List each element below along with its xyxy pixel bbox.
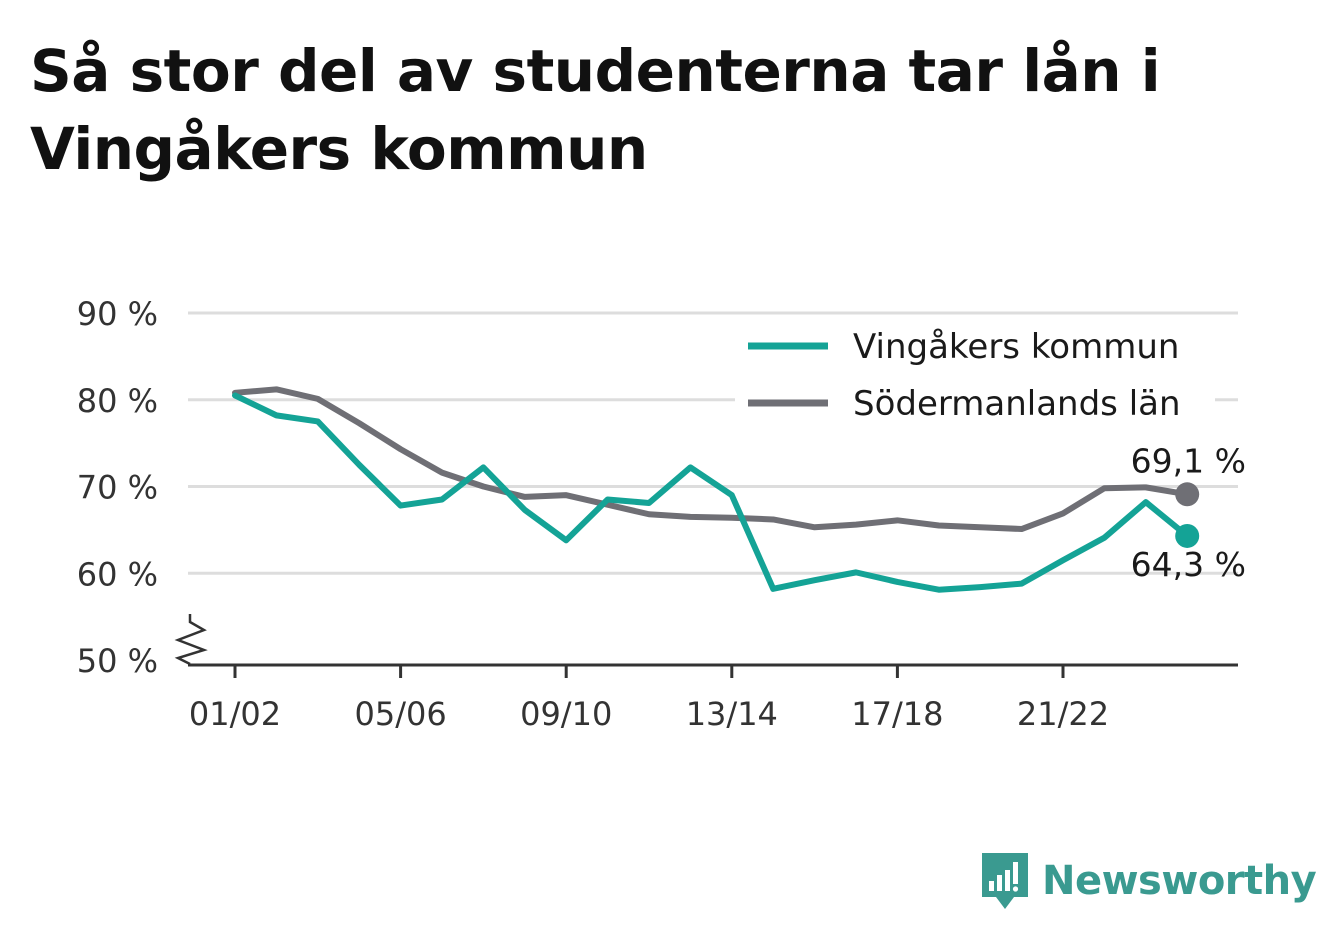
x-tick-label: 13/14: [686, 695, 778, 733]
x-tick-labels: 01/02 05/06 09/10 13/14 17/18 21/22: [189, 695, 1109, 733]
series-line-sodermanland: [232, 386, 1191, 533]
legend-label: Södermanlands län: [853, 384, 1181, 424]
x-tick-label: 09/10: [520, 695, 612, 733]
legend-label: Vingåkers kommun: [853, 327, 1179, 367]
brand-name: Newsworthy: [1042, 858, 1317, 904]
legend-background: [735, 318, 1215, 434]
x-tick-label: 17/18: [851, 695, 943, 733]
x-tick-label: 21/22: [1017, 695, 1109, 733]
chart-title: Så stor del av studenterna tar lån i Vin…: [30, 37, 1161, 183]
end-label-sodermanland: 69,1 %: [1131, 441, 1246, 480]
axes: [174, 614, 1238, 678]
end-label-vingaker: 64,3 %: [1131, 545, 1246, 584]
y-tick-label: 70 %: [77, 469, 158, 507]
series-line-vingaker: [232, 392, 1191, 593]
newsworthy-logo-icon: [982, 853, 1028, 909]
y-tick-label: 90 %: [77, 295, 158, 333]
y-tick-label: 80 %: [77, 382, 158, 420]
y-tick-label: 60 %: [77, 555, 158, 593]
y-tick-labels: 50 % 60 % 70 % 80 % 90 %: [77, 295, 158, 680]
brand-logo: Newsworthy: [980, 850, 1317, 912]
series: [232, 386, 1200, 593]
x-tick-label: 05/06: [354, 695, 446, 733]
end-labels: 69,1 % 64,3 %: [1131, 441, 1246, 584]
x-tick-label: 01/02: [189, 695, 281, 733]
end-point-vingaker: [1175, 523, 1200, 548]
y-tick-label: 50 %: [77, 642, 158, 680]
end-point-sodermanland: [1175, 482, 1200, 507]
legend: Vingåkers kommun Södermanlands län: [735, 318, 1215, 434]
axis-break-icon: [174, 614, 208, 666]
